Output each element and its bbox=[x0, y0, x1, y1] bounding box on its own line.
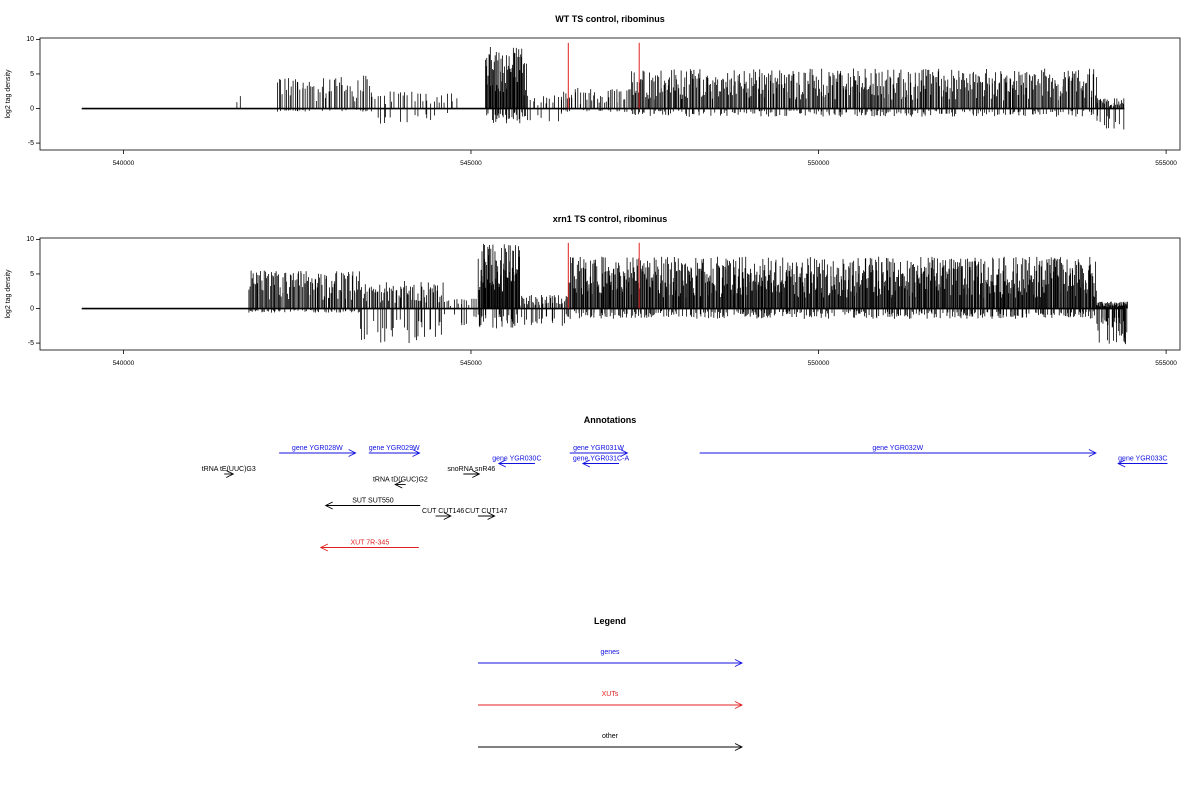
feature-label: tRNA tE(UUC)G3 bbox=[202, 466, 256, 473]
annotation-feature: gene YGR028W bbox=[279, 445, 357, 457]
feature-arrow-head bbox=[319, 543, 329, 552]
feature-arrow-head bbox=[394, 480, 403, 489]
legend-arrow-head bbox=[734, 701, 744, 709]
feature-label: gene YGR030C bbox=[492, 456, 541, 463]
plot-frame bbox=[39, 237, 1181, 351]
legend-entry: genes bbox=[478, 649, 744, 667]
legend-arrow-head bbox=[734, 659, 744, 667]
x-tick-label: 555000 bbox=[1155, 160, 1177, 167]
feature-arrow-head bbox=[497, 459, 506, 468]
y-tick-label: 0 bbox=[30, 305, 34, 312]
feature-label: SUT SUT550 bbox=[352, 498, 394, 505]
feature-arrow-head bbox=[620, 449, 629, 457]
y-tick-label: 5 bbox=[30, 71, 34, 78]
x-tick-label: 555000 bbox=[1155, 360, 1177, 367]
annotation-feature: gene YGR033C bbox=[1117, 456, 1168, 468]
feature-arrow-head bbox=[412, 449, 421, 457]
feature-arrow-head bbox=[472, 470, 481, 478]
feature-arrow-head bbox=[581, 459, 591, 468]
x-tick-label: 540000 bbox=[113, 360, 135, 367]
feature-label: XUT 7R-345 bbox=[350, 540, 389, 547]
legend-label: genes bbox=[600, 649, 620, 656]
density-bars bbox=[248, 243, 1128, 345]
plot-frame bbox=[39, 37, 1181, 151]
annotation-feature: gene YGR029W bbox=[369, 445, 421, 457]
feature-label: gene YGR029W bbox=[369, 445, 420, 452]
y-tick-label: 10 bbox=[26, 36, 34, 43]
feature-label: CUT CUT146 bbox=[422, 508, 464, 515]
panel-title: WT TS control, ribominus bbox=[555, 14, 665, 24]
feature-arrow-head bbox=[348, 449, 357, 457]
annotation-feature: CUT CUT147 bbox=[465, 508, 508, 520]
annotation-feature: tRNA tE(UUC)G3 bbox=[202, 466, 256, 478]
annotation-feature: gene YGR030C bbox=[492, 456, 542, 468]
xrn1-density-panel: xrn1 TS control, ribominus log2 tag densi… bbox=[5, 214, 1181, 367]
annotations-panel: Annotations gene YGR028W gene YGR029W gene … bbox=[202, 415, 1168, 552]
x-tick-label: 545000 bbox=[460, 160, 482, 167]
x-tick-label: 550000 bbox=[808, 160, 830, 167]
legend-label: XUTs bbox=[602, 691, 619, 698]
legend-entry: other bbox=[478, 733, 744, 751]
x-tick-label: 550000 bbox=[808, 360, 830, 367]
annotations-title: Annotations bbox=[584, 415, 637, 425]
feature-arrow-head bbox=[1117, 459, 1126, 468]
y-tick-label: 5 bbox=[30, 271, 34, 278]
annotation-feature: snoRNA snR46 bbox=[447, 466, 495, 478]
feature-label: gene YGR033C bbox=[1118, 456, 1167, 463]
x-tick-label: 540000 bbox=[113, 160, 135, 167]
feature-label: gene YGR031W bbox=[573, 445, 624, 452]
y-axis-label: log2 tag density bbox=[5, 69, 12, 119]
annotation-feature: tRNA tD(GUC)G2 bbox=[373, 477, 428, 489]
y-axis-label: log2 tag density bbox=[5, 269, 12, 319]
density-bars bbox=[236, 46, 1125, 130]
legend-title: Legend bbox=[594, 616, 626, 626]
legend-panel: Legend genes XUTs other bbox=[478, 616, 744, 751]
wt-density-panel: WT TS control, ribominus log2 tag density… bbox=[5, 14, 1181, 167]
feature-arrow-head bbox=[443, 512, 452, 520]
y-tick-label: -5 bbox=[28, 340, 34, 347]
feature-label: CUT CUT147 bbox=[465, 508, 507, 515]
feature-label: gene YGR031C-A bbox=[573, 456, 630, 463]
annotation-feature: CUT CUT146 bbox=[422, 508, 464, 520]
panel-title: xrn1 TS control, ribominus bbox=[553, 214, 668, 224]
x-tick-label: 545000 bbox=[460, 360, 482, 367]
feature-label: gene YGR032W bbox=[872, 445, 923, 452]
feature-arrow-head bbox=[487, 512, 496, 520]
annotation-feature: SUT SUT550 bbox=[324, 498, 421, 510]
legend-label: other bbox=[602, 733, 619, 740]
annotation-feature: XUT 7R-345 bbox=[319, 540, 419, 552]
feature-arrow-head bbox=[1088, 449, 1097, 457]
feature-arrow-head bbox=[226, 470, 235, 478]
y-tick-label: -5 bbox=[28, 140, 34, 147]
y-tick-label: 10 bbox=[26, 236, 34, 243]
annotation-feature: gene YGR031C-A bbox=[573, 456, 630, 468]
legend-arrow-head bbox=[734, 743, 744, 751]
annotation-feature: gene YGR031W bbox=[569, 445, 629, 457]
feature-label: gene YGR028W bbox=[292, 445, 343, 452]
feature-arrow-head bbox=[324, 501, 333, 510]
y-tick-label: 0 bbox=[30, 105, 34, 112]
feature-label: tRNA tD(GUC)G2 bbox=[373, 477, 428, 484]
legend-entry: XUTs bbox=[478, 691, 744, 709]
feature-label: snoRNA snR46 bbox=[447, 466, 495, 473]
annotation-feature: gene YGR032W bbox=[699, 445, 1097, 457]
